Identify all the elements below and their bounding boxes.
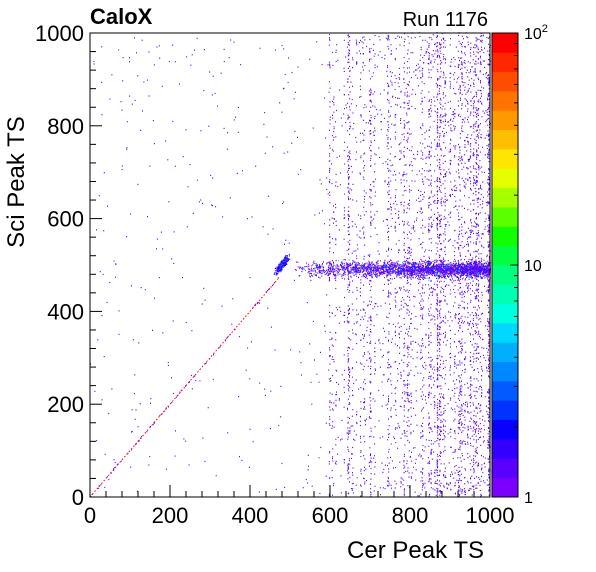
y-tick-label: 0 — [72, 485, 84, 510]
y-axis: 0 200 400 600 800 1000 — [35, 21, 102, 510]
vertical-stripe-points — [311, 32, 491, 498]
color-scale-segment — [492, 91, 518, 111]
color-scale-segment — [492, 303, 518, 324]
color-scale-segment — [492, 284, 518, 305]
color-scale-bar: 1 10 102 — [491, 23, 548, 507]
color-scale-segment — [492, 71, 518, 92]
color-scale-segment — [492, 52, 518, 73]
x-axis: 0 200 400 600 800 1000 — [84, 485, 515, 528]
x-axis-title: Cer Peak TS — [347, 537, 484, 564]
color-scale-segment — [492, 226, 518, 247]
color-scale-segment — [492, 477, 518, 498]
color-scale-segment — [492, 245, 518, 266]
color-scale-segment — [492, 458, 518, 479]
y-tick-label: 600 — [47, 207, 84, 232]
color-scale-segment — [492, 187, 518, 208]
color-scale-segment — [492, 207, 518, 227]
x-tick-label: 1000 — [466, 503, 515, 528]
plot-area — [89, 32, 491, 498]
x-tick-label: 800 — [392, 503, 429, 528]
color-scale-label: 102 — [524, 23, 548, 43]
color-scale-segment — [492, 168, 518, 189]
x-tick-label: 0 — [84, 503, 96, 528]
color-scale-label: 1 — [524, 490, 533, 507]
color-scale-segment — [492, 110, 518, 131]
color-scale-segment — [492, 129, 518, 150]
chart-title-left: CaloX — [90, 4, 153, 29]
x-tick-label: 600 — [312, 503, 349, 528]
chart-title-right: Run 1176 — [403, 9, 488, 31]
color-scale-segment — [492, 439, 518, 459]
main-cluster-points — [273, 253, 291, 276]
x-tick-label: 400 — [232, 503, 269, 528]
color-scale-segment — [492, 149, 518, 169]
plot-frame — [89, 32, 491, 498]
color-scale-label: 10 — [524, 258, 542, 275]
y-tick-label: 800 — [47, 114, 84, 139]
y-tick-label: 1000 — [35, 21, 84, 46]
color-scale-segment — [492, 400, 518, 421]
y-axis-title: Sci Peak TS — [3, 116, 30, 248]
color-scale-segment — [492, 381, 518, 401]
color-scale-segment — [492, 265, 518, 285]
color-scale-segment — [492, 33, 518, 53]
color-scale-segment — [492, 419, 518, 440]
y-tick-label: 400 — [47, 299, 84, 324]
x-tick-label: 200 — [152, 503, 189, 528]
color-scale-segment — [492, 323, 518, 343]
horizontal-band-points — [295, 257, 491, 283]
y-tick-label: 200 — [47, 392, 84, 417]
color-scale-segment — [492, 361, 518, 382]
color-scale-segment — [492, 342, 518, 363]
diagonal-line — [89, 278, 279, 498]
